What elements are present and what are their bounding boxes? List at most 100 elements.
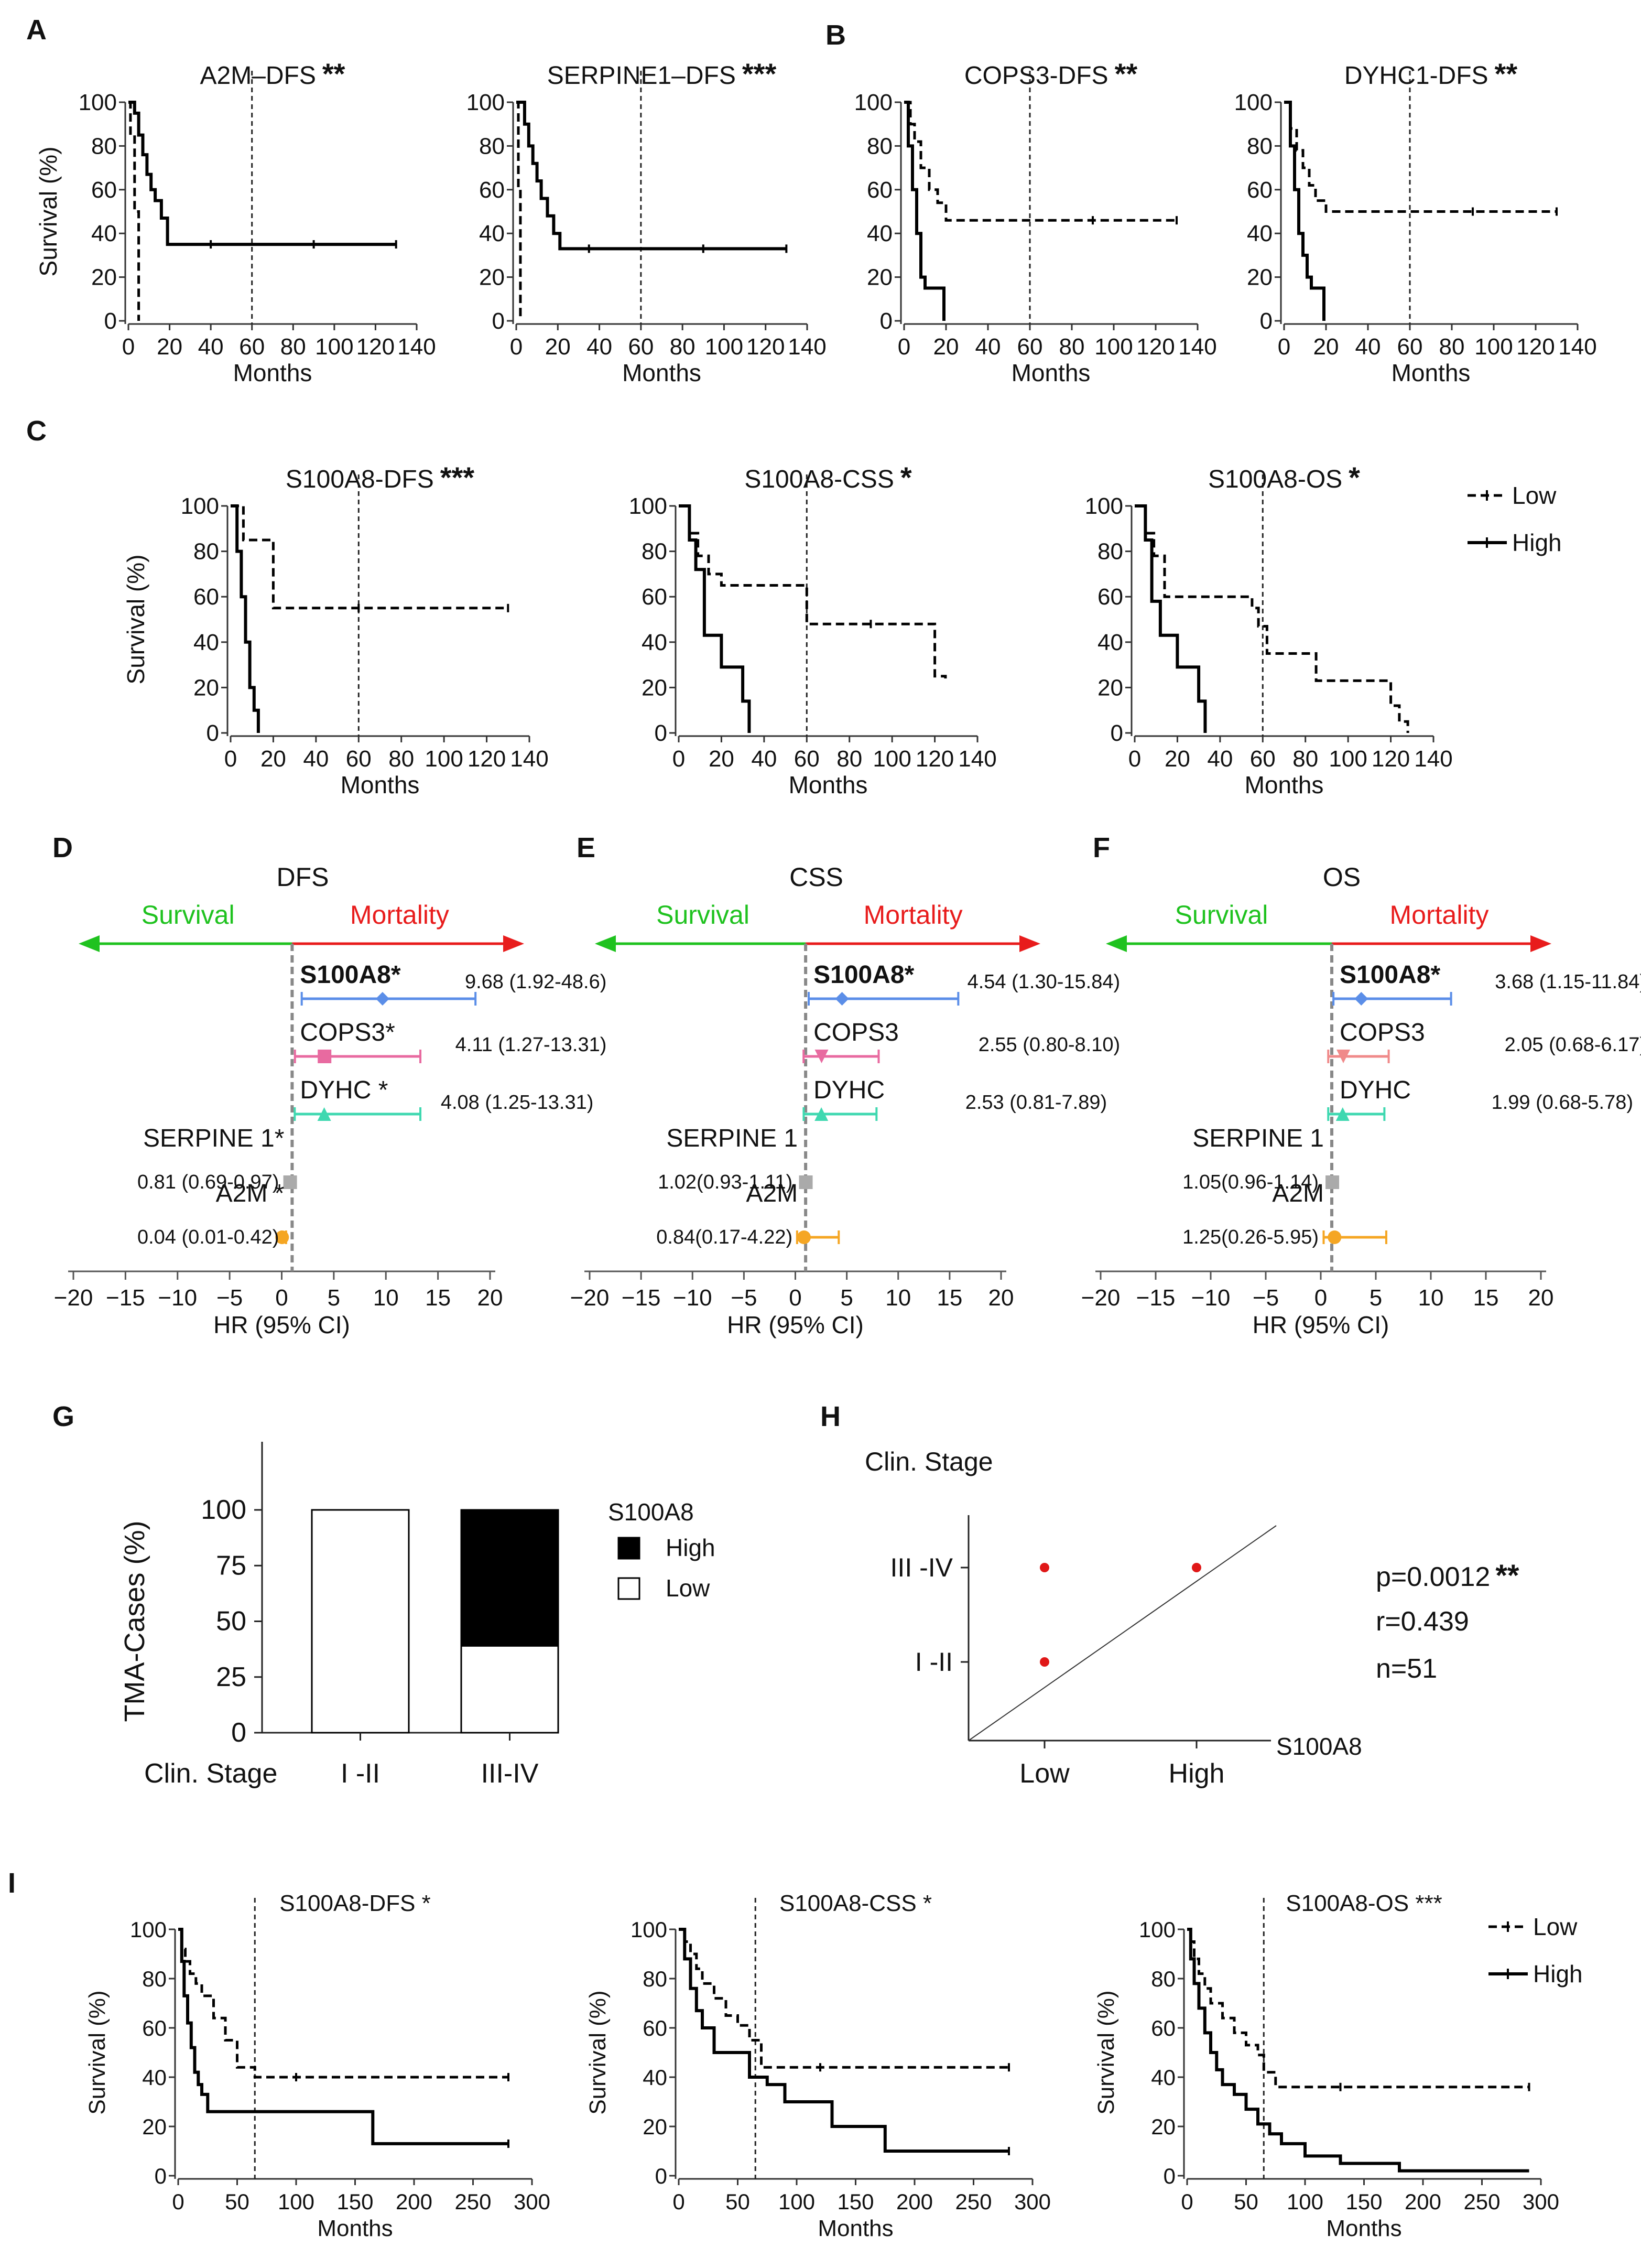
y-tick-label: 75 — [216, 1550, 246, 1581]
y-tick-label: 0 — [1111, 720, 1123, 746]
x-tick-label: 140 — [958, 746, 996, 772]
y-tick-label: 100 — [854, 90, 893, 115]
chart-title: COPS3-DFS ** — [964, 57, 1138, 90]
km-curve-low — [904, 101, 1177, 222]
hr-value-label: 2.05 (0.68-6.17) — [1505, 1034, 1641, 1056]
x-axis-label: Months — [622, 359, 701, 386]
hr-value-label: 1.99 (0.68-5.78) — [1492, 1092, 1633, 1114]
x-tick-label: 120 — [1136, 334, 1175, 360]
y-tick-label: 60 — [479, 177, 505, 203]
significance-stars: * — [900, 461, 912, 494]
km-curve-high — [679, 504, 751, 733]
hr-value-label: 1.02(0.93-1.11) — [658, 1171, 792, 1193]
y-tick-label: 60 — [1151, 2016, 1176, 2040]
gene-label: SERPINE 1 — [666, 1125, 798, 1152]
y-tick-label: 0 — [655, 2164, 667, 2188]
chart-title: S100A8-OS *** — [1286, 1891, 1442, 1916]
x-tick-label: −20 — [54, 1285, 93, 1311]
y-tick-label: 100 — [79, 90, 117, 115]
x-tick-label: 20 — [1165, 746, 1190, 772]
x-tick-label: 40 — [303, 746, 329, 772]
panel-letter: A — [26, 14, 47, 46]
x-tick-label: 0 — [224, 746, 237, 772]
x-axis-label: HR (95% CI) — [1253, 1311, 1389, 1338]
mortality-arrowhead — [1019, 935, 1040, 952]
mortality-label: Mortality — [350, 900, 449, 930]
y-tick-label: 20 — [642, 675, 667, 700]
hr-marker — [317, 1107, 331, 1121]
hr-marker — [1335, 1107, 1350, 1121]
chart-title: SERPINE1–DFS *** — [547, 57, 777, 90]
x-tick-label: 100 — [778, 2189, 815, 2214]
x-tick-label: −5 — [1253, 1285, 1279, 1311]
y-tick-label: 100 — [201, 1495, 246, 1525]
x-tick-label: 150 — [837, 2189, 874, 2214]
significance-stars: *** — [742, 57, 777, 90]
hr-marker — [814, 1107, 829, 1121]
x-tick-label: 40 — [751, 746, 777, 772]
y-tick-label: 40 — [91, 221, 117, 246]
x-tick-label: 120 — [356, 334, 395, 360]
hr-value-label: 4.54 (1.30-15.84) — [968, 971, 1121, 993]
chart-title: S100A8-CSS * — [779, 1891, 932, 1916]
x-tick-label: 80 — [280, 334, 306, 360]
y-tick-label: 80 — [642, 539, 667, 565]
hr-marker — [275, 1230, 289, 1244]
gene-label: A2M — [746, 1180, 798, 1207]
y-tick-label: 100 — [1234, 90, 1273, 115]
r-value: r=0.439 — [1376, 1606, 1469, 1637]
x-tick-label: 100 — [873, 746, 911, 772]
x-tick-label: 40 — [1355, 334, 1381, 360]
y-tick-label: 20 — [91, 265, 117, 290]
y-tick-label: III -IV — [890, 1553, 953, 1582]
x-tick-label: −15 — [1136, 1285, 1176, 1311]
x-axis-label: Months — [1012, 359, 1091, 386]
y-axis-label: TMA-Cases (%) — [119, 1520, 150, 1722]
km-curve-high — [231, 504, 260, 733]
x-tick-label: 60 — [628, 334, 654, 360]
km-curve-high — [516, 101, 787, 251]
hr-value-label: 9.68 (1.92-48.6) — [465, 971, 606, 993]
survival-arrowhead — [595, 935, 616, 952]
x-tick-label: 100 — [1474, 334, 1513, 360]
y-tick-label: 60 — [643, 2016, 667, 2040]
gene-label: A2M — [1272, 1180, 1324, 1207]
forest-title: CSS — [789, 862, 843, 892]
y-tick-label: 50 — [216, 1606, 246, 1637]
gene-label: DYHC — [1340, 1076, 1411, 1104]
y-tick-label: 80 — [479, 133, 505, 159]
legend-swatch-low — [617, 1577, 640, 1600]
y-axis-label: Survival (%) — [84, 1990, 110, 2114]
hr-value-label: 4.11 (1.27-13.31) — [455, 1034, 607, 1056]
x-tick-label: 300 — [1014, 2189, 1051, 2214]
chart-title: A2M–DFS ** — [200, 57, 345, 90]
x-tick-label: High — [1169, 1758, 1225, 1789]
x-tick-label: 5 — [840, 1285, 853, 1311]
bar-segment-low — [460, 1645, 559, 1734]
gene-label: S100A8* — [813, 961, 914, 989]
data-point — [1040, 1657, 1049, 1667]
y-tick-label: 20 — [193, 675, 219, 700]
x-tick-label: 100 — [315, 334, 353, 360]
gene-label: COPS3 — [1340, 1019, 1425, 1046]
x-tick-label: 60 — [794, 746, 820, 772]
significance-stars: *** — [440, 461, 475, 494]
y-tick-label: 40 — [642, 630, 667, 655]
x-tick-label: 20 — [988, 1285, 1014, 1311]
bar-segment-high — [460, 1509, 559, 1647]
y-tick-label: 80 — [1151, 1967, 1176, 1991]
x-tick-label: −20 — [570, 1285, 610, 1311]
y-tick-label: 0 — [104, 308, 117, 334]
hr-marker — [283, 1175, 297, 1189]
x-tick-label: 80 — [670, 334, 695, 360]
km-curve-high — [1187, 1928, 1529, 2173]
x-tick-label: 40 — [586, 334, 612, 360]
x-axis-label: HR (95% CI) — [213, 1311, 350, 1338]
y-tick-label: 40 — [193, 630, 219, 655]
gene-label: COPS3 — [813, 1019, 899, 1046]
y-tick-label: 60 — [642, 584, 667, 610]
chart-title: S100A8-DFS * — [279, 1891, 431, 1916]
y-tick-label: 100 — [1085, 493, 1123, 519]
x-tick-label: 20 — [933, 334, 959, 360]
y-tick-label: 20 — [1151, 2114, 1176, 2139]
